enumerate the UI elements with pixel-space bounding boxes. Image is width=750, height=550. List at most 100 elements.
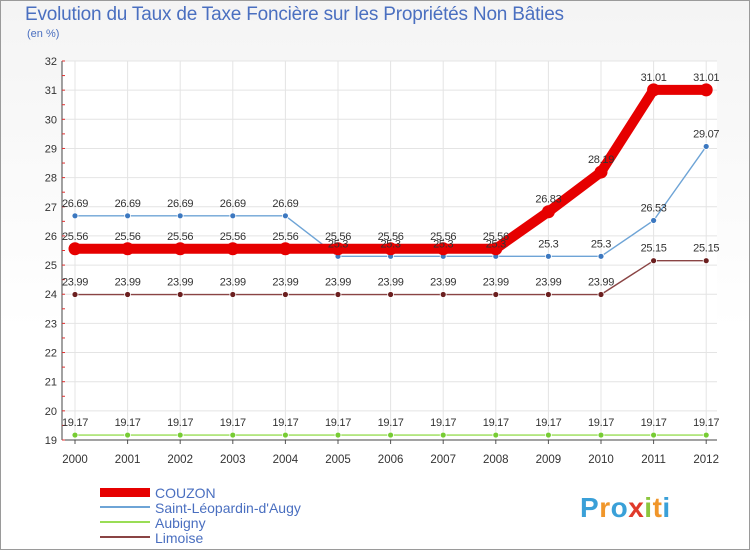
legend-swatch — [100, 536, 150, 538]
data-label: 25.3 — [380, 238, 400, 250]
data-label: 19.17 — [220, 417, 246, 429]
x-tick-label: 2005 — [325, 454, 351, 466]
data-point — [176, 291, 184, 298]
data-label: 19.17 — [115, 417, 141, 429]
data-label: 19.17 — [641, 417, 667, 429]
x-tick-label: 2008 — [483, 454, 509, 466]
y-tick-label: 22 — [45, 348, 57, 360]
x-tick-label: 2009 — [536, 454, 562, 466]
data-point — [597, 431, 605, 439]
data-point — [278, 242, 292, 256]
data-point — [71, 291, 79, 298]
x-tick-label: 2001 — [115, 454, 141, 466]
data-point — [173, 242, 187, 256]
data-label: 26.69 — [115, 198, 141, 210]
data-point — [281, 212, 289, 220]
legend-label: COUZON — [155, 485, 216, 501]
data-point — [597, 291, 605, 298]
data-label: 19.17 — [483, 417, 509, 429]
data-point — [702, 257, 710, 265]
legend-label: Limoise — [155, 530, 204, 546]
data-label: 19.17 — [588, 417, 614, 429]
y-tick-label: 24 — [45, 289, 57, 301]
data-point — [68, 242, 82, 256]
data-label: 25.56 — [115, 231, 141, 243]
data-label: 19.17 — [167, 417, 193, 429]
data-point — [121, 242, 135, 256]
data-point — [545, 431, 552, 439]
y-tick-label: 27 — [45, 202, 57, 214]
data-point — [594, 165, 608, 179]
unit-label: (en %) — [27, 28, 60, 40]
data-label: 23.99 — [535, 277, 561, 289]
data-label: 19.17 — [693, 417, 719, 429]
legend-item: Aubigny — [100, 515, 380, 531]
data-label: 25.15 — [693, 243, 719, 255]
data-label: 26.69 — [167, 198, 193, 210]
logo-letter: x — [628, 492, 645, 523]
x-tick-label: 2012 — [693, 454, 719, 466]
data-point — [545, 252, 552, 260]
x-tick-label: 2007 — [430, 454, 456, 466]
y-tick-label: 26 — [45, 231, 57, 243]
data-point — [699, 83, 713, 97]
data-label: 23.99 — [115, 277, 141, 289]
data-point — [226, 242, 240, 256]
data-label: 25.56 — [325, 231, 351, 243]
data-label: 25.56 — [272, 231, 298, 243]
data-point — [71, 431, 79, 439]
legend: COUZON Saint-Léopardin-d'Augy Aubigny Limoi… — [100, 485, 380, 546]
data-label: 31.01 — [641, 72, 667, 84]
data-point — [331, 242, 345, 256]
data-point — [702, 431, 710, 439]
data-point — [489, 242, 503, 256]
x-tick-label: 2003 — [220, 454, 246, 466]
data-point — [229, 212, 237, 220]
y-tick-label: 25 — [45, 260, 57, 272]
data-point — [436, 242, 450, 256]
data-point — [281, 291, 289, 298]
data-point — [176, 431, 184, 439]
data-label: 23.99 — [272, 277, 298, 289]
data-label: 25.56 — [62, 231, 88, 243]
y-tick-label: 23 — [45, 318, 57, 330]
data-point — [229, 431, 237, 439]
data-label: 23.99 — [325, 277, 351, 289]
x-tick-label: 2010 — [588, 454, 614, 466]
data-point — [702, 143, 710, 150]
logo-letter: o — [610, 492, 629, 523]
data-point — [387, 431, 395, 439]
logo-letter: t — [652, 492, 663, 523]
legend-swatch — [100, 506, 150, 508]
data-label: 25.3 — [538, 238, 558, 250]
data-point — [334, 431, 342, 439]
legend-label: Aubigny — [155, 515, 206, 531]
data-label: 23.99 — [62, 277, 88, 289]
data-point — [650, 217, 657, 224]
logo-letter: i — [662, 492, 671, 523]
data-label: 25.56 — [430, 231, 456, 243]
data-point — [541, 205, 555, 219]
data-label: 25.56 — [220, 231, 246, 243]
data-point — [281, 431, 289, 439]
data-point — [124, 212, 131, 220]
data-point — [650, 257, 657, 265]
data-label: 26.69 — [272, 198, 298, 210]
data-point — [71, 212, 79, 220]
x-tick-label: 2011 — [641, 454, 666, 466]
data-label: 23.99 — [588, 277, 614, 289]
proxiti-logo: Proxiti — [580, 492, 671, 524]
x-tick-label: 2004 — [273, 454, 299, 466]
data-label: 23.99 — [483, 277, 509, 289]
data-label: 19.17 — [430, 417, 456, 429]
logo-letter: r — [599, 492, 611, 523]
data-label: 25.56 — [167, 231, 193, 243]
legend-swatch — [100, 487, 150, 497]
legend-item: Saint-Léopardin-d'Augy — [100, 500, 380, 516]
data-label: 26.69 — [62, 198, 88, 210]
x-tick-label: 2006 — [378, 454, 404, 466]
x-tick-label: 2000 — [62, 454, 88, 466]
data-label: 25.3 — [433, 238, 453, 250]
x-tick-label: 2002 — [167, 454, 193, 466]
data-label: 28.19 — [588, 154, 614, 166]
